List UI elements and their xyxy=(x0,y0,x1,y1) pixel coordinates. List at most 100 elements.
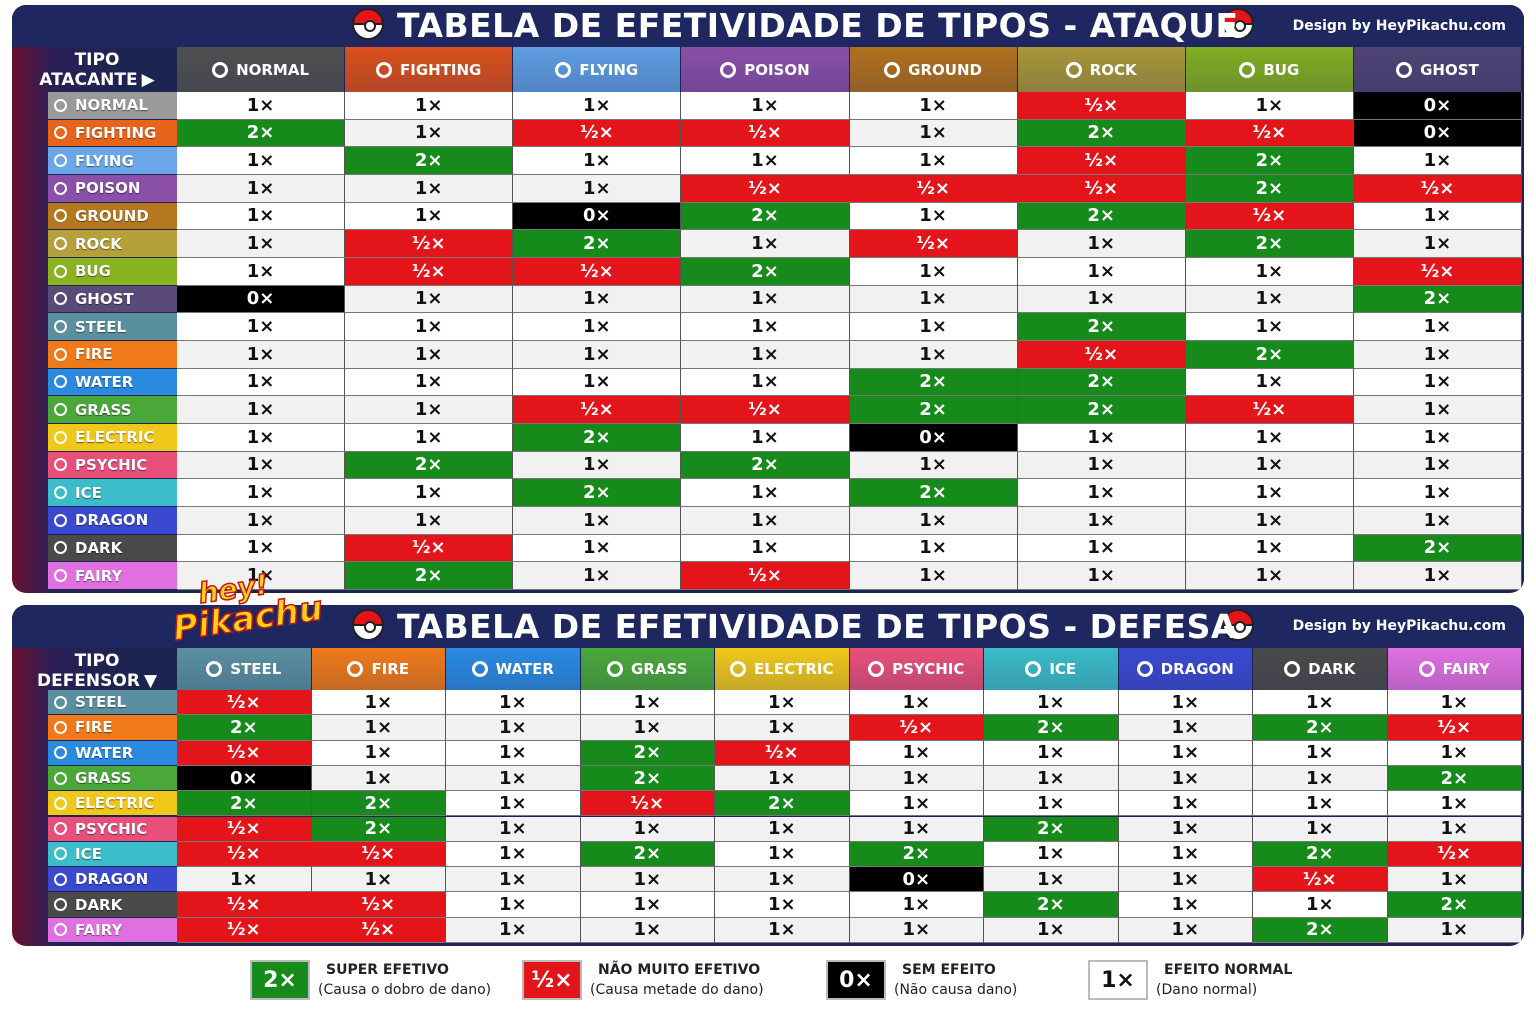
matchup-cell: ½× xyxy=(177,690,312,716)
row-header: PSYCHIC xyxy=(48,451,177,480)
matchup-cell: 1× xyxy=(580,715,715,741)
matchup-cell: 1× xyxy=(177,230,346,258)
type-icon xyxy=(54,320,67,334)
row-header: STEEL xyxy=(48,313,177,341)
matchup-cell: 1× xyxy=(345,396,514,424)
legend-title: SUPER EFETIVO xyxy=(326,962,449,978)
row-label: FIRE xyxy=(75,345,113,364)
type-icon xyxy=(54,347,67,361)
matchup-cell: 1× xyxy=(513,368,682,397)
matchup-cell: 1× xyxy=(984,765,1119,792)
type-icon xyxy=(54,872,67,886)
row-label: DARK xyxy=(75,895,123,914)
matchup-cell: 1× xyxy=(849,202,1018,231)
matchup-cell: 2× xyxy=(849,396,1018,424)
row-header: FAIRY xyxy=(48,562,177,590)
legend-swatch: 1× xyxy=(1088,960,1148,1000)
row-header: DRAGON xyxy=(48,867,177,893)
matchup-cell: 1× xyxy=(849,791,984,817)
type-icon xyxy=(720,61,737,78)
matchup-cell: 1× xyxy=(345,424,514,452)
matchup-cell: 2× xyxy=(1017,202,1186,231)
matchup-cell: 1× xyxy=(681,285,850,314)
column-label: POISON xyxy=(744,60,810,79)
row-header: BUG xyxy=(48,258,177,286)
corner-text: ATACANTE xyxy=(39,70,138,90)
column-header: FLYING xyxy=(513,47,682,92)
matchup-cell: 1× xyxy=(1118,816,1253,842)
matchup-cell: 2× xyxy=(984,715,1119,741)
row-header: WATER xyxy=(48,740,177,766)
row-header: GROUND xyxy=(48,202,177,231)
column-label: BUG xyxy=(1263,60,1300,79)
type-icon xyxy=(54,403,67,417)
row-label: PSYCHIC xyxy=(75,455,148,474)
corner-text: DEFENSOR xyxy=(36,671,140,691)
matchup-cell: 2× xyxy=(681,258,850,286)
matchup-cell: ½× xyxy=(345,230,514,258)
row-label: WATER xyxy=(75,743,134,762)
matchup-cell: 2× xyxy=(345,562,514,590)
matchup-cell: 1× xyxy=(513,451,682,480)
arrow: ▶ xyxy=(141,70,155,90)
matchup-cell: 1× xyxy=(513,562,682,590)
matchup-cell: 1× xyxy=(1353,341,1522,369)
matchup-cell: 1× xyxy=(849,313,1018,341)
type-icon xyxy=(54,746,67,760)
matchup-cell: 1× xyxy=(1017,285,1186,314)
matchup-cell: 1× xyxy=(177,258,346,286)
matchup-cell: 1× xyxy=(1353,451,1522,480)
matchup-cell: ½× xyxy=(849,715,984,741)
matchup-cell: 1× xyxy=(513,534,682,563)
matchup-cell: 1× xyxy=(446,690,581,716)
matchup-cell: 1× xyxy=(345,119,514,148)
matchup-cell: 1× xyxy=(446,715,581,741)
matchup-cell: 1× xyxy=(1185,534,1354,563)
matchup-cell: 2× xyxy=(1017,313,1186,341)
matchup-cell: 2× xyxy=(681,451,850,480)
title-bar: TABELA DE EFETIVIDADE DE TIPOS - ATAQUE D… xyxy=(12,5,1524,47)
legend-title: EFEITO NORMAL xyxy=(1164,962,1293,978)
column-label: FIRE xyxy=(371,660,410,678)
matchup-cell: ½× xyxy=(580,791,715,817)
matchup-cell: 2× xyxy=(345,147,514,175)
column-header: FAIRY xyxy=(1387,648,1522,690)
column-header: ICE xyxy=(984,648,1119,690)
matchup-cell: 1× xyxy=(177,396,346,424)
matchup-cell: 1× xyxy=(1185,479,1354,507)
matchup-cell: 2× xyxy=(849,368,1018,397)
matchup-cell: 1× xyxy=(1387,740,1522,766)
matchup-cell: 1× xyxy=(849,740,984,766)
legend-desc: (Não causa dano) xyxy=(894,982,1018,998)
column-label: FIGHTING xyxy=(400,60,482,79)
matchup-cell: 1× xyxy=(311,765,446,792)
matchup-cell: 1× xyxy=(1353,230,1522,258)
matchup-cell: 2× xyxy=(580,740,715,766)
row-header: PSYCHIC xyxy=(48,816,177,842)
bottom-panel: TABELA DE EFETIVIDADE DE TIPOS - DEFESA D… xyxy=(12,605,1524,946)
matchup-cell: 1× xyxy=(446,917,581,943)
matchup-cell: 1× xyxy=(1017,258,1186,286)
row-label: BUG xyxy=(75,262,111,281)
row-label: GRASS xyxy=(75,769,132,788)
matchup-cell: 1× xyxy=(849,147,1018,175)
matchup-cell: 1× xyxy=(1118,715,1253,741)
matchup-cell: 1× xyxy=(1017,451,1186,480)
matchup-cell: 1× xyxy=(1253,765,1388,792)
type-icon xyxy=(54,822,67,836)
matchup-cell: 2× xyxy=(1387,765,1522,792)
matchup-cell: 2× xyxy=(1185,230,1354,258)
matchup-cell: 0× xyxy=(177,285,346,314)
credit: Design by HeyPikachu.com xyxy=(1292,18,1506,34)
column-header: GROUND xyxy=(849,47,1018,92)
matchup-cell: 1× xyxy=(345,92,514,120)
matchup-cell: 2× xyxy=(580,765,715,792)
matchup-cell: 1× xyxy=(311,740,446,766)
matchup-cell: 1× xyxy=(984,740,1119,766)
matchup-cell: 1× xyxy=(1017,424,1186,452)
matchup-cell: 1× xyxy=(345,313,514,341)
column-label: ELECTRIC xyxy=(754,660,834,678)
matchup-cell: 1× xyxy=(849,451,1018,480)
title: TABELA DE EFETIVIDADE DE TIPOS - ATAQUE xyxy=(397,6,1239,45)
row-label: DRAGON xyxy=(75,870,149,889)
